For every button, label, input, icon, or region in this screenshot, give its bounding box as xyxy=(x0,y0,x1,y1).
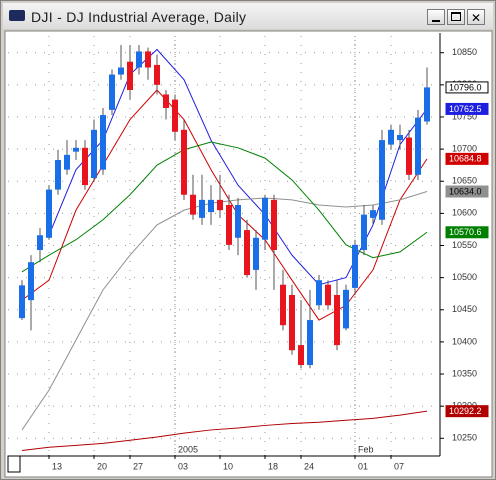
candle-body xyxy=(82,147,88,186)
candle-body xyxy=(262,197,268,240)
y-tick-label: 10850 xyxy=(452,47,477,57)
candle-body xyxy=(181,129,187,195)
app-icon xyxy=(9,10,25,21)
y-tick-label: 10500 xyxy=(452,272,477,282)
value-label: 10634.0 xyxy=(449,186,482,196)
candle-body xyxy=(334,294,340,346)
value-label: 10684.8 xyxy=(449,154,482,164)
x-tick-label: 03 xyxy=(178,461,188,471)
candle-body xyxy=(397,134,403,141)
y-tick-label: 10650 xyxy=(452,176,477,186)
candle-body xyxy=(415,117,421,175)
candle-body xyxy=(244,230,250,276)
candle-body xyxy=(361,214,367,250)
candle-body xyxy=(316,280,322,306)
y-tick-label: 10700 xyxy=(452,143,477,153)
candle-body xyxy=(343,289,349,329)
y-tick-label: 10600 xyxy=(452,208,477,218)
y-tick-label: 10250 xyxy=(452,433,477,443)
candle-body xyxy=(406,137,412,175)
value-label: 10570.6 xyxy=(449,227,482,237)
y-tick-label: 10550 xyxy=(452,240,477,250)
candle-body xyxy=(280,284,286,326)
window-title: DJI - DJ Industrial Average, Daily xyxy=(31,9,247,25)
value-label-box xyxy=(445,102,489,115)
period-label: 2005 xyxy=(178,444,198,454)
candle-body xyxy=(424,87,430,122)
x-tick-label: 27 xyxy=(133,461,143,471)
candle-body xyxy=(136,51,142,68)
candle-body xyxy=(64,154,70,170)
candle-body xyxy=(271,199,277,250)
value-label: 10796.0 xyxy=(449,82,482,92)
value-label-box xyxy=(445,185,489,198)
period-label: Feb xyxy=(358,444,374,454)
y-tick-label: 10750 xyxy=(452,111,477,121)
moving-average-line xyxy=(21,141,428,273)
candle-body xyxy=(91,129,97,179)
candle-body xyxy=(145,51,151,68)
candle-body xyxy=(253,237,259,270)
x-tick-label: 20 xyxy=(97,461,107,471)
value-label-box xyxy=(445,152,489,165)
candle-body xyxy=(325,284,331,306)
candle-body xyxy=(388,129,394,145)
value-label-box xyxy=(445,226,489,239)
candle-body xyxy=(19,285,25,319)
candle-body xyxy=(163,94,169,108)
candle-body xyxy=(46,189,52,238)
candle-body xyxy=(37,235,43,250)
candle-body xyxy=(226,205,232,245)
candle-body xyxy=(289,294,295,351)
candle-body xyxy=(235,205,241,238)
title-bar: DJI - DJ Industrial Average, Daily ✕ xyxy=(3,3,493,29)
candle-body xyxy=(118,67,124,75)
candle-body xyxy=(298,345,304,366)
candle-body xyxy=(352,244,358,288)
candle-body xyxy=(190,194,196,215)
x-tick-label: 10 xyxy=(223,461,233,471)
candle-body xyxy=(208,199,214,213)
minimize-button[interactable] xyxy=(427,9,445,25)
candle-body xyxy=(172,99,178,132)
value-label: 10292.2 xyxy=(449,406,482,416)
x-tick-label: 13 xyxy=(52,461,62,471)
corner-box xyxy=(7,455,21,473)
candle-body xyxy=(100,115,106,170)
x-tick-label: 07 xyxy=(394,461,404,471)
candle-body xyxy=(379,140,385,220)
moving-average-line xyxy=(21,410,428,451)
candle-body xyxy=(127,61,133,90)
candle-body xyxy=(73,147,79,152)
candle-body xyxy=(55,160,61,190)
x-tick-label: 18 xyxy=(268,461,278,471)
y-tick-label: 10350 xyxy=(452,368,477,378)
candle-body xyxy=(199,199,205,218)
moving-average-line xyxy=(21,191,428,431)
candle-body xyxy=(217,199,223,211)
candle-body xyxy=(307,320,313,366)
x-tick-label: 01 xyxy=(358,461,368,471)
close-button[interactable]: ✕ xyxy=(467,9,485,25)
value-label: 10762.5 xyxy=(449,104,482,114)
candle-body xyxy=(109,74,115,110)
y-tick-label: 10450 xyxy=(452,304,477,314)
value-label-box xyxy=(445,81,489,94)
candle-body xyxy=(370,210,376,218)
x-tick-label: 24 xyxy=(304,461,314,471)
candle-body xyxy=(28,262,34,301)
y-tick-label: 10400 xyxy=(452,336,477,346)
maximize-button[interactable] xyxy=(447,9,465,25)
value-label-box xyxy=(445,405,489,418)
candle-body xyxy=(154,64,160,85)
moving-average-line xyxy=(21,89,428,321)
